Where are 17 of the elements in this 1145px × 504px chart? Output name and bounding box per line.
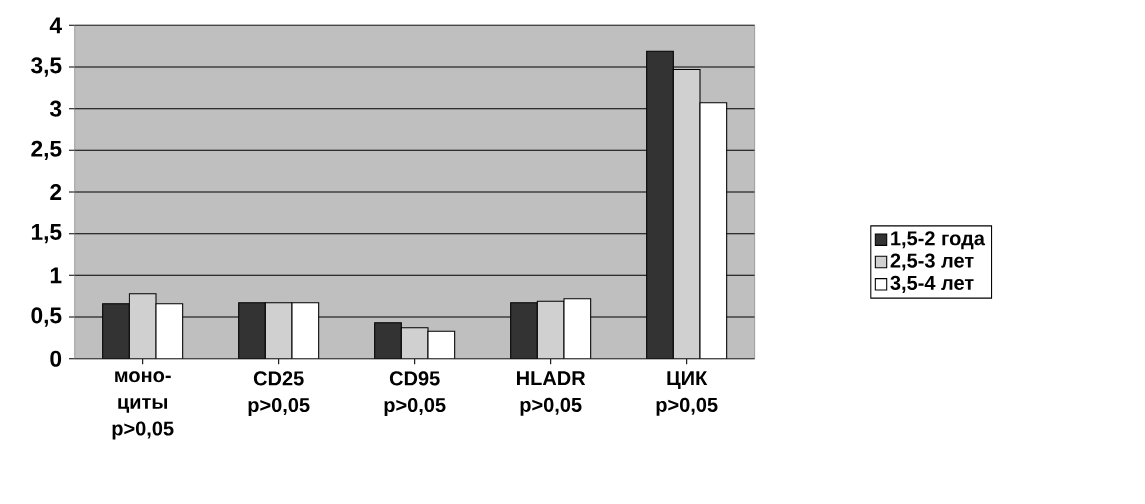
x-tick-label: CD25 p>0,05: [248, 371, 310, 417]
y-tick-label: 1: [50, 267, 62, 284]
y-tick-label: 1,5: [31, 224, 62, 244]
y-tick-label: 0,5: [31, 307, 62, 327]
y-tick-label: 2: [50, 184, 62, 200]
legend-label: 2,5-3 лет: [890, 253, 974, 271]
x-tick-label: CD95 p>0,05: [384, 371, 446, 417]
y-tick-label: 2,5: [31, 140, 62, 160]
legend-label: 1,5-2 года: [891, 231, 986, 250]
x-tick-label: ЦИК p>0,05: [656, 371, 718, 416]
y-tick-label: 3: [49, 100, 62, 117]
y-tick-label: 3,5: [31, 57, 62, 77]
x-tick-label: HLADR p>0,05: [517, 371, 586, 416]
legend-label: 3,5-4 лет: [890, 275, 974, 293]
y-tick-label: 0: [50, 350, 62, 367]
x-tick-label: моно-циты p>0,05: [112, 371, 174, 440]
y-tick-label: 4: [49, 17, 62, 34]
